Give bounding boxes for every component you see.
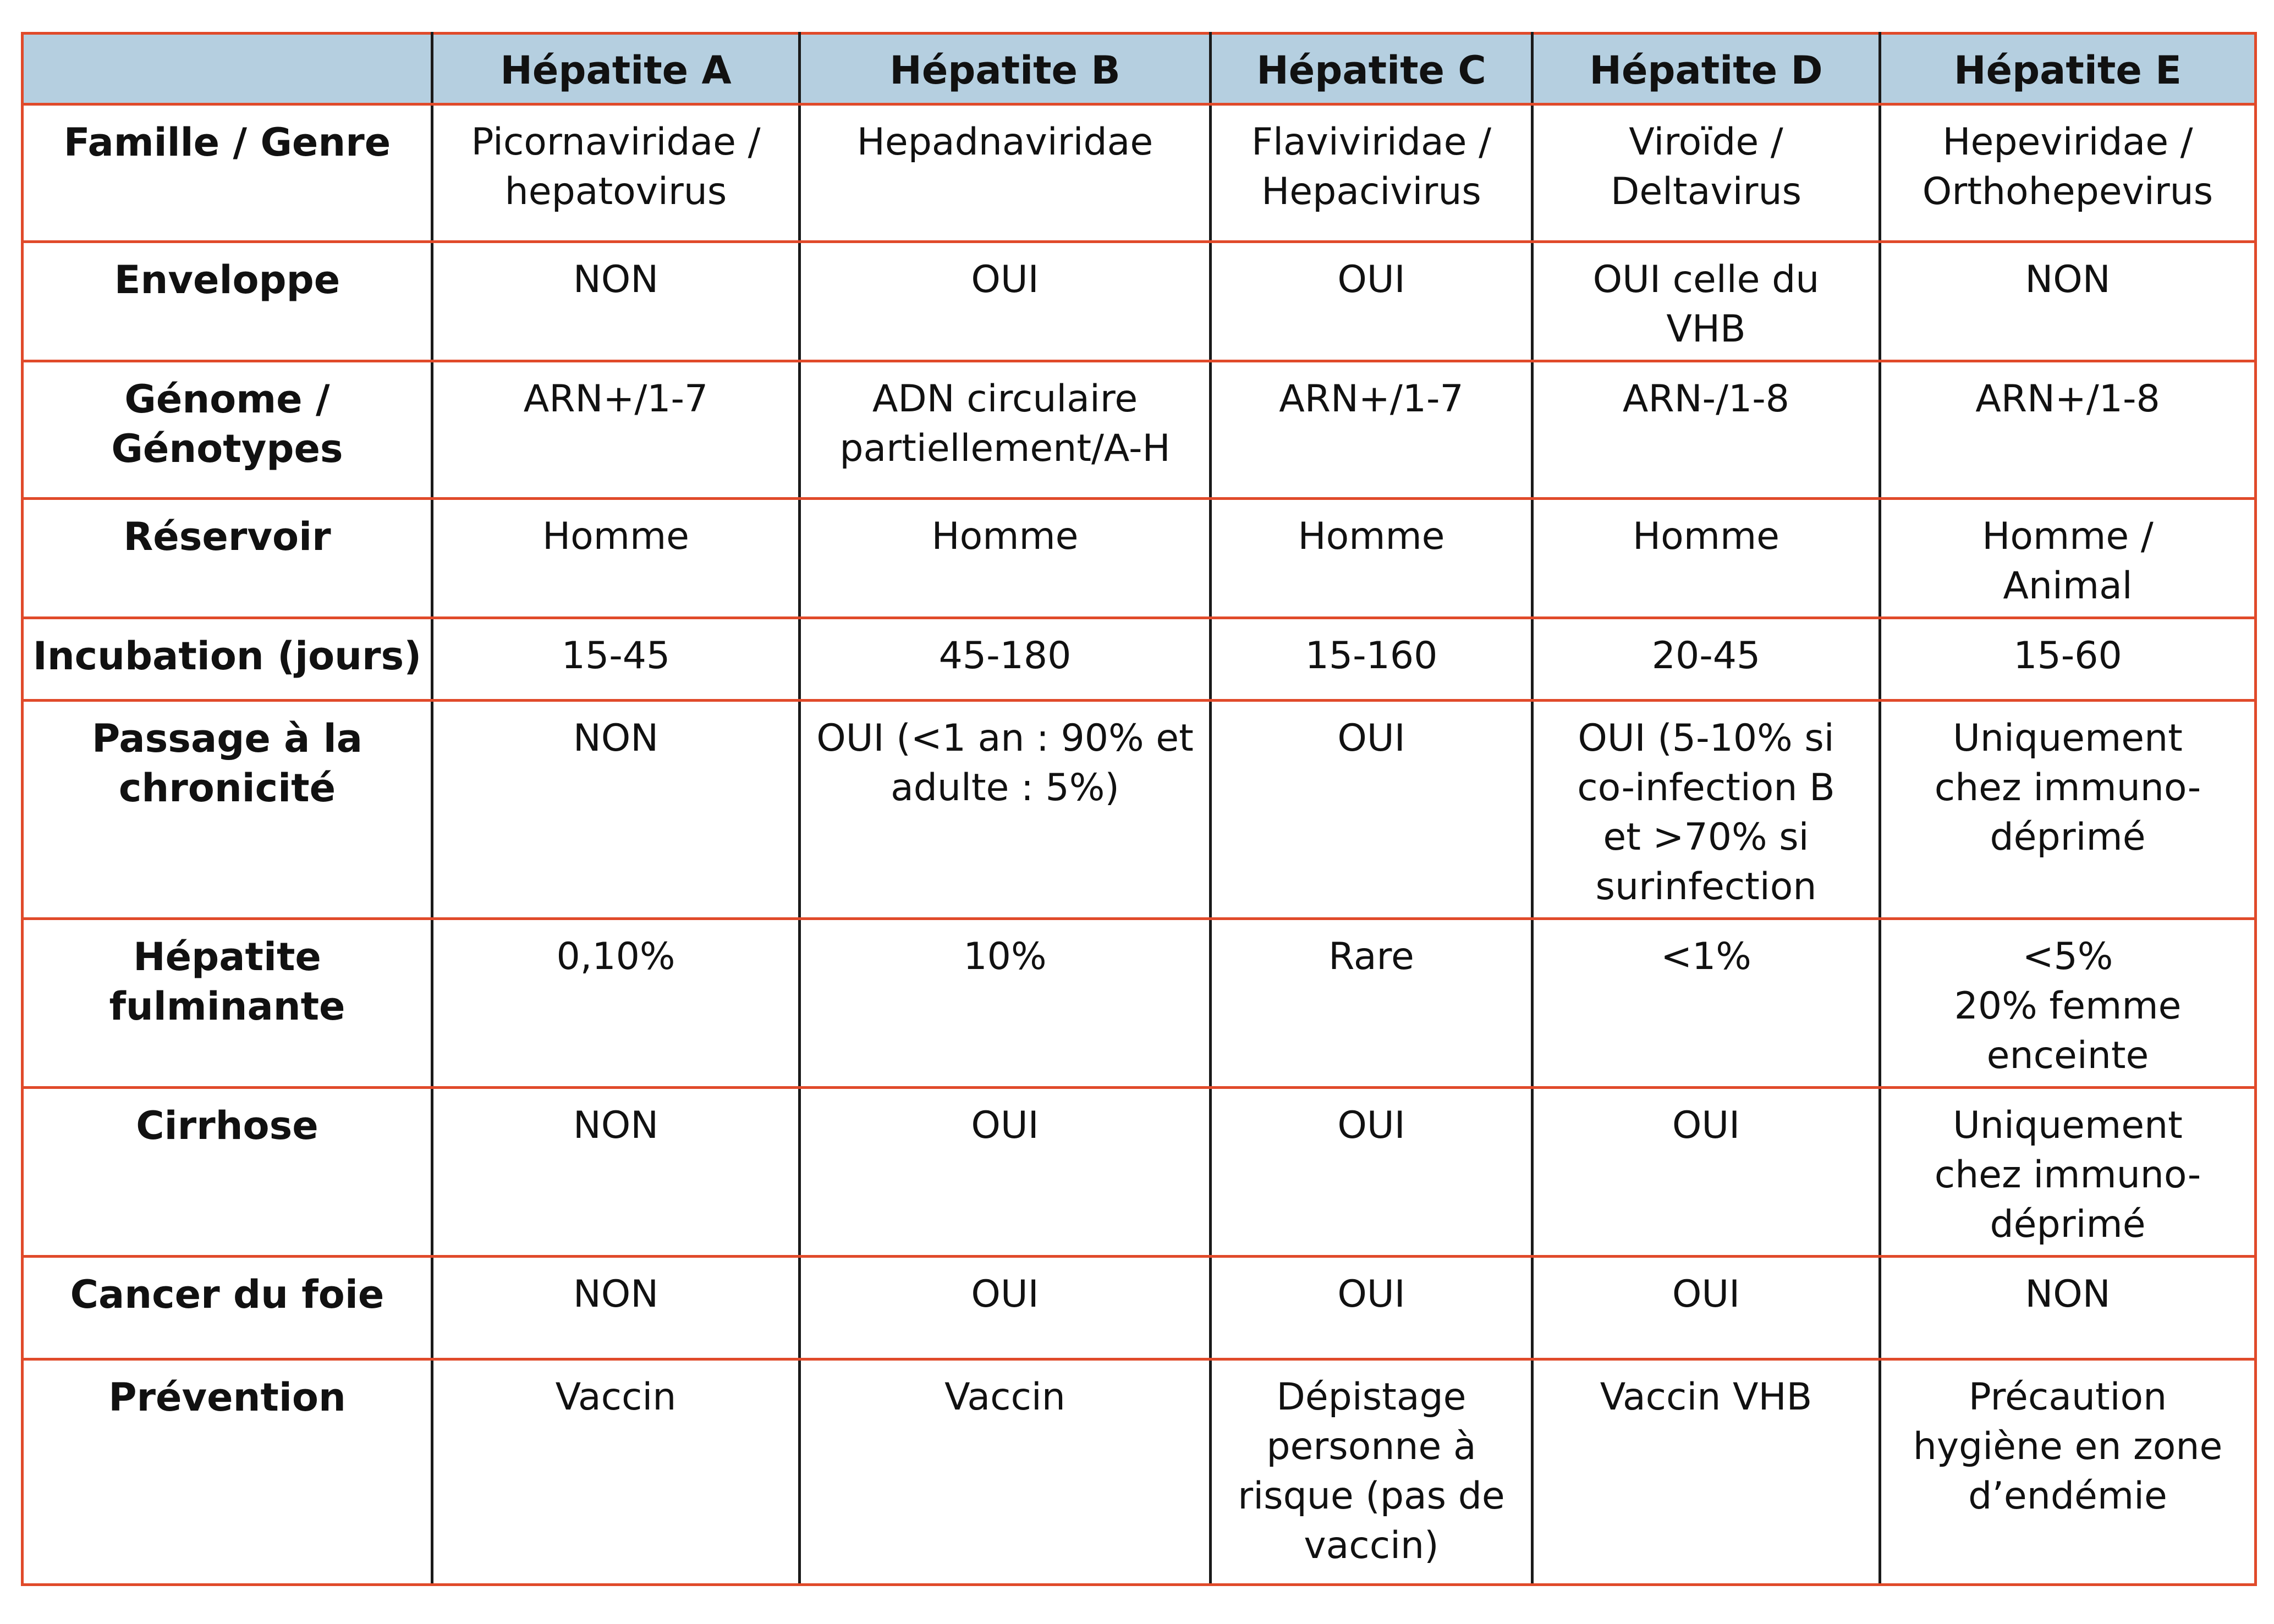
header-hepatite-c: Hépatite C: [1209, 32, 1534, 106]
row-label: Passage à la chronicité: [21, 699, 433, 920]
table-cell: OUI: [1209, 1086, 1534, 1258]
table-row-incubation: Incubation (jours) 15-45 45-180 15-160 2…: [21, 616, 2257, 702]
table-cell: NON: [431, 1255, 801, 1361]
table-cell: 45-180: [798, 616, 1212, 702]
header-hepatite-d: Hépatite D: [1531, 32, 1881, 106]
table-row-genome-genotypes: Génome / Génotypes ARN+/1-7 ADN circulai…: [21, 360, 2257, 500]
table-row-hepatite-fulminante: Hépatite fulminante 0,10% 10% Rare <1% <…: [21, 917, 2257, 1089]
table-cell: Picornaviridae / hepatovirus: [431, 103, 801, 243]
table-cell: ARN+/1-7: [1209, 360, 1534, 500]
table-cell: 0,10%: [431, 917, 801, 1089]
table-cell: OUI celle du VHB: [1531, 240, 1881, 362]
table-cell: OUI: [1209, 240, 1534, 362]
table-row-enveloppe: Enveloppe NON OUI OUI OUI celle du VHB N…: [21, 240, 2257, 362]
table-row-cancer-foie: Cancer du foie NON OUI OUI OUI NON: [21, 1255, 2257, 1361]
table-cell: Viroïde / Deltavirus: [1531, 103, 1881, 243]
table-row-cirrhose: Cirrhose NON OUI OUI OUI Uniquement chez…: [21, 1086, 2257, 1258]
header-hepatite-a: Hépatite A: [431, 32, 801, 106]
table-cell: Hepeviridae / Orthohepevirus: [1878, 103, 2257, 243]
table-cell: OUI: [798, 1086, 1212, 1258]
table-cell: OUI: [1209, 699, 1534, 920]
table-cell: OUI: [1209, 1255, 1534, 1361]
table-cell: NON: [431, 699, 801, 920]
table-cell: 15-160: [1209, 616, 1534, 702]
table-cell: NON: [431, 1086, 801, 1258]
header-corner-cell: [21, 32, 433, 106]
table-cell: Homme / Animal: [1878, 497, 2257, 619]
row-label: Incubation (jours): [21, 616, 433, 702]
table-row-prevention: Prévention Vaccin Vaccin Dépistage perso…: [21, 1358, 2257, 1586]
table-cell: ARN+/1-8: [1878, 360, 2257, 500]
table-cell: Rare: [1209, 917, 1534, 1089]
table-cell: Vaccin: [431, 1358, 801, 1586]
table-cell: OUI: [798, 240, 1212, 362]
table-cell: Homme: [431, 497, 801, 619]
table-cell: Uniquement chez immuno- déprimé: [1878, 1086, 2257, 1258]
table-cell: Homme: [798, 497, 1212, 619]
row-label: Hépatite fulminante: [21, 917, 433, 1089]
table-cell: 15-60: [1878, 616, 2257, 702]
table-row-passage-chronicite: Passage à la chronicité NON OUI (<1 an :…: [21, 699, 2257, 920]
table-cell: <5% 20% femme enceinte: [1878, 917, 2257, 1089]
header-hepatite-b: Hépatite B: [798, 32, 1212, 106]
table-cell: NON: [1878, 1255, 2257, 1361]
table-cell: Dépistage personne à risque (pas de vacc…: [1209, 1358, 1534, 1586]
table-cell: NON: [431, 240, 801, 362]
table-row-reservoir: Réservoir Homme Homme Homme Homme Homme …: [21, 497, 2257, 619]
table-cell: 15-45: [431, 616, 801, 702]
table-cell: Vaccin VHB: [1531, 1358, 1881, 1586]
table-cell: OUI: [798, 1255, 1212, 1361]
hepatitis-comparison-table: Hépatite A Hépatite B Hépatite C Hépatit…: [21, 32, 2257, 1586]
table-cell: 10%: [798, 917, 1212, 1089]
table-cell: Uniquement chez immuno- déprimé: [1878, 699, 2257, 920]
table-row-famille-genre: Famille / Genre Picornaviridae / hepatov…: [21, 103, 2257, 243]
row-label: Famille / Genre: [21, 103, 433, 243]
hepatitis-comparison-table-wrapper: Hépatite A Hépatite B Hépatite C Hépatit…: [21, 32, 2257, 1586]
header-hepatite-e: Hépatite E: [1878, 32, 2257, 106]
table-cell: OUI (<1 an : 90% et adulte : 5%): [798, 699, 1212, 920]
table-cell: OUI: [1531, 1086, 1881, 1258]
row-label: Génome / Génotypes: [21, 360, 433, 500]
table-cell: ARN+/1-7: [431, 360, 801, 500]
table-header-row: Hépatite A Hépatite B Hépatite C Hépatit…: [21, 32, 2257, 106]
table-cell: Homme: [1209, 497, 1534, 619]
table-cell: Flaviviridae / Hepacivirus: [1209, 103, 1534, 243]
table-cell: ARN-/1-8: [1531, 360, 1881, 500]
row-label: Réservoir: [21, 497, 433, 619]
table-cell: ADN circulaire partiellement/A-H: [798, 360, 1212, 500]
row-label: Cirrhose: [21, 1086, 433, 1258]
table-cell: NON: [1878, 240, 2257, 362]
row-label: Enveloppe: [21, 240, 433, 362]
table-cell: OUI: [1531, 1255, 1881, 1361]
table-cell: <1%: [1531, 917, 1881, 1089]
table-cell: 20-45: [1531, 616, 1881, 702]
table-cell: Vaccin: [798, 1358, 1212, 1586]
table-cell: Hepadnaviridae: [798, 103, 1212, 243]
table-cell: Homme: [1531, 497, 1881, 619]
table-cell: OUI (5-10% si co-infection B et >70% si …: [1531, 699, 1881, 920]
row-label: Cancer du foie: [21, 1255, 433, 1361]
table-cell: Précaution hygiène en zone d’endémie: [1878, 1358, 2257, 1586]
row-label: Prévention: [21, 1358, 433, 1586]
